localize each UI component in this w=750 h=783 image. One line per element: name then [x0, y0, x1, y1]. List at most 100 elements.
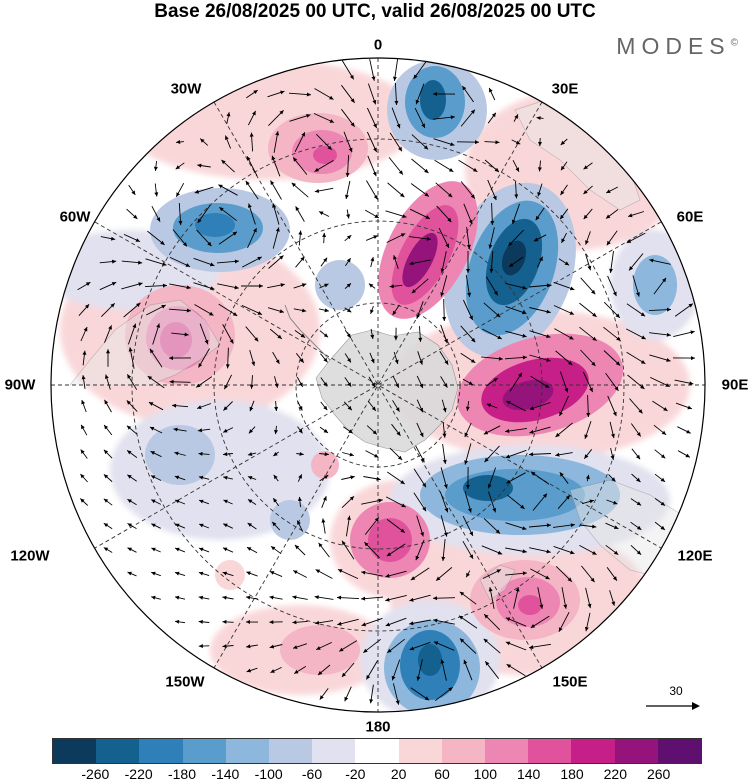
wind-vector-head: [219, 207, 224, 212]
wind-vector-head: [400, 528, 405, 533]
colorbar-tick-label: -260: [81, 766, 110, 782]
wind-vector-head: [103, 474, 109, 479]
wind-vector-head: [515, 140, 521, 145]
wind-vector-head: [584, 454, 589, 459]
wind-vector-head: [613, 500, 618, 505]
wind-vector-head: [80, 449, 85, 454]
wind-vector-head: [173, 427, 178, 432]
wind-vector-head: [127, 450, 132, 455]
wind-vector-head: [662, 277, 667, 283]
wind-vector-head: [689, 381, 694, 386]
wind-vector-head: [223, 523, 228, 528]
wind-vector-head: [306, 92, 311, 97]
wind-vector-head: [279, 255, 284, 260]
wind-vector-head: [322, 232, 327, 237]
wind-vector-head: [292, 595, 297, 600]
wind-vector-head: [103, 498, 109, 503]
wind-vector-head: [298, 429, 303, 434]
wind-vector-head: [468, 508, 472, 513]
wind-vector-head: [424, 696, 430, 701]
wind-vector-head: [319, 211, 324, 216]
wind-vector-head: [459, 591, 465, 596]
high-core: [160, 322, 192, 358]
low-core: [463, 475, 513, 501]
wind-vector-head: [175, 571, 180, 576]
wind-vector-head: [690, 330, 695, 335]
wind-vector-head: [247, 547, 252, 551]
wind-vector-head: [433, 596, 438, 601]
wind-vector-head: [81, 400, 86, 405]
high-core: [313, 146, 337, 164]
wind-vector-head: [246, 620, 250, 624]
map-title: Base 26/08/2025 00 UTC, valid 26/08/2025…: [154, 1, 596, 22]
wind-vector-head: [636, 292, 640, 297]
wind-vector-head: [419, 432, 424, 438]
wind-vector-head: [342, 540, 346, 546]
wind-vector-head: [127, 523, 132, 528]
wind-vector-head: [483, 430, 489, 435]
wind-vector-head: [560, 214, 565, 220]
wind-vector-head: [373, 235, 378, 239]
wind-vector-head: [154, 192, 159, 197]
wind-vector-head: [198, 475, 204, 480]
wind-vector-head: [544, 384, 550, 388]
label-150w: 150W: [165, 673, 205, 691]
wind-vector-head: [293, 157, 298, 162]
wind-vector-head: [323, 428, 328, 433]
wind-vector-head: [297, 520, 301, 525]
wind-vector-head: [197, 163, 202, 168]
wind-vector-head: [494, 167, 499, 172]
wind-vector-head: [626, 239, 632, 243]
wind-vector-head: [584, 626, 589, 632]
wind-vector-head: [537, 167, 542, 172]
wind-vector-head: [491, 112, 496, 118]
wind-vector-head: [489, 268, 494, 273]
wind-vector-head: [246, 595, 251, 600]
wind-vector-head: [468, 219, 473, 225]
wind-vector-head: [394, 100, 399, 105]
wind-vector-head: [415, 99, 420, 105]
wind-vector-head: [468, 381, 473, 385]
wind-vector-head: [209, 311, 214, 316]
wind-vector-head: [223, 406, 228, 411]
wind-vector-head: [222, 644, 227, 649]
wind-vector-head: [385, 597, 390, 602]
wind-vector-head: [323, 257, 328, 263]
wind-vector-head: [299, 358, 304, 363]
wind-vector-head: [198, 595, 204, 600]
wind-vector-head: [464, 432, 469, 437]
wind-vector-head: [301, 283, 307, 288]
wind-vector-head: [530, 624, 536, 628]
anomaly-field: [51, 60, 701, 712]
wind-vector-head: [269, 620, 274, 625]
wind-vector-head: [349, 75, 354, 80]
wind-vector-head: [546, 334, 551, 338]
wind-vector-head: [473, 167, 478, 172]
wind-vector-head: [200, 138, 205, 143]
wind-vector-head: [531, 471, 536, 476]
south-america-outline: [69, 299, 221, 386]
wind-vector-head: [660, 477, 665, 482]
wind-vector-head: [254, 337, 259, 342]
wind-vector-head: [162, 262, 167, 266]
wind-vector-head: [555, 452, 560, 457]
wind-vector-head: [232, 231, 237, 236]
wind-vector-head: [546, 523, 551, 528]
wind-vector-head: [484, 614, 489, 619]
wind-vector-head: [161, 305, 166, 309]
wind-vector-head: [416, 676, 421, 681]
wind-vector-head: [169, 356, 173, 361]
wind-vector-head: [373, 123, 377, 128]
wind-vector-head: [545, 575, 550, 580]
wind-vector-head: [186, 308, 191, 313]
label-30w: 30W: [170, 80, 202, 98]
wind-vector-head: [385, 622, 391, 627]
wind-vector-head: [565, 495, 570, 500]
wind-vector-head: [234, 285, 239, 290]
wind-vector-head: [175, 523, 180, 528]
wind-vector-head: [341, 672, 347, 677]
wind-vector-head: [522, 333, 527, 338]
wind-vector-head: [637, 525, 642, 530]
colorbar-cell: [528, 739, 572, 763]
high-core: [402, 232, 438, 288]
